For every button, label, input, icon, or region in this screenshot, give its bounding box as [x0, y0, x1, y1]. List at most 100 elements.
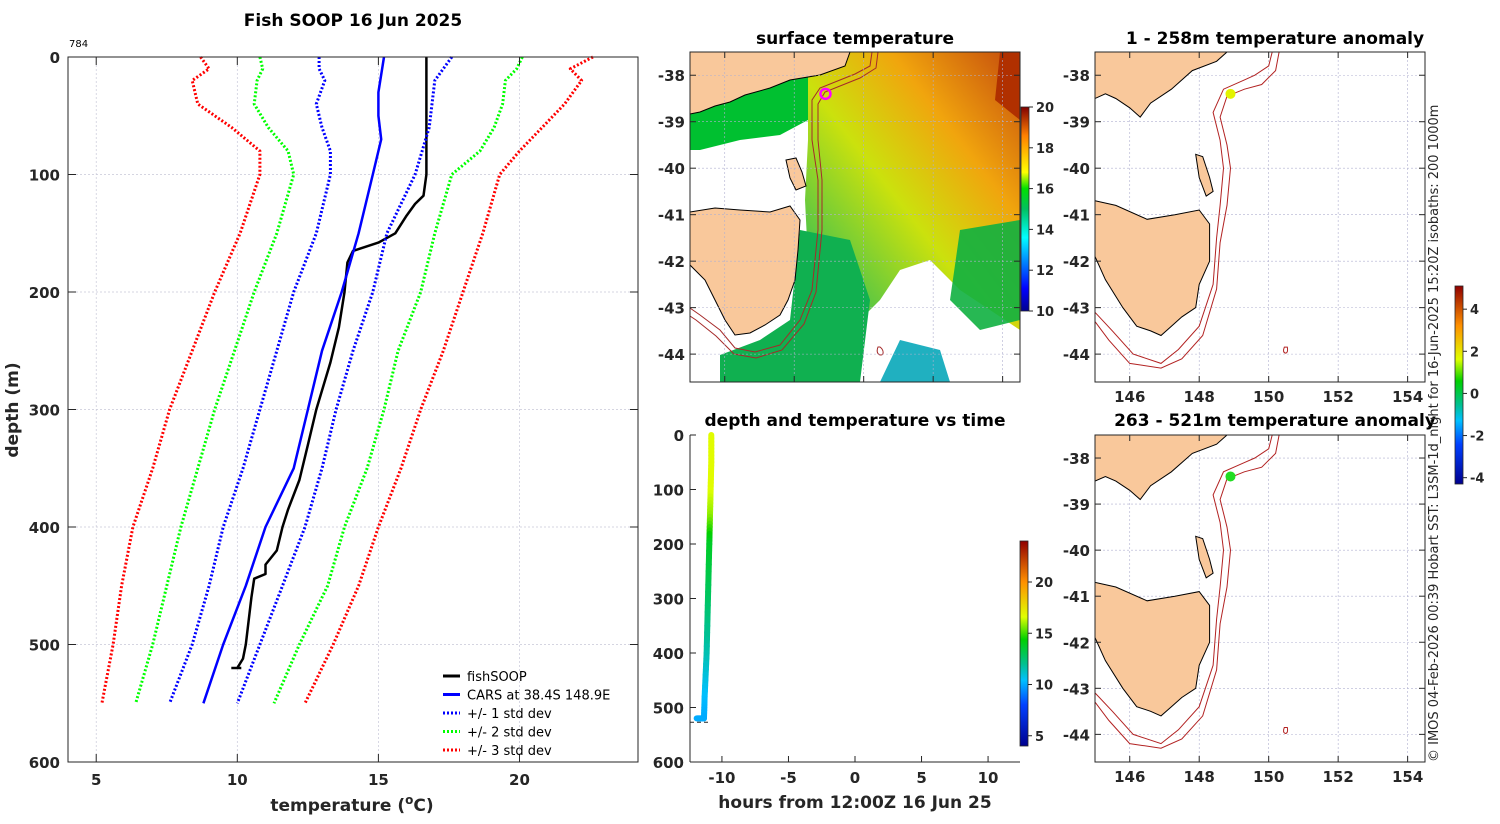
y-tick-label: 500 [29, 637, 60, 655]
x-tick-label: 150 [1253, 768, 1284, 786]
y-tick-label: -43 [1063, 300, 1090, 318]
x-tick-label: 152 [1323, 768, 1354, 786]
depth-time-colorbar [1020, 541, 1028, 746]
x-axis-label: hours from 12:00Z 16 Jun 25 [718, 793, 991, 813]
y-tick-label: -38 [1063, 450, 1090, 468]
colorbar-tick-label: -2 [1470, 430, 1484, 445]
y-tick-label: -38 [658, 67, 685, 85]
x-tick-label: 154 [1392, 768, 1423, 786]
y-tick-label: -44 [1063, 346, 1090, 364]
-2-std-dev-line [136, 57, 294, 703]
anomaly-point [1225, 89, 1235, 99]
colorbar-tick-label: 14 [1036, 223, 1054, 238]
y-tick-label: -40 [1063, 160, 1090, 178]
x-tick-label: -5 [780, 769, 797, 787]
legend-label: +/- 2 std dev [467, 726, 552, 741]
y-tick-label: 400 [653, 645, 684, 663]
map-content [1095, 435, 1425, 762]
x-tick-label: 150 [1253, 388, 1284, 406]
y-tick-label: -41 [1063, 207, 1090, 225]
x-tick-label: -10 [708, 769, 735, 787]
y-tick-label: 200 [653, 536, 684, 554]
track-group [690, 435, 711, 722]
y-tick-label: -40 [658, 160, 685, 178]
legend-label: +/- 3 std dev [467, 744, 552, 759]
x-tick-label: 15 [368, 771, 389, 789]
x-tick-label: 148 [1184, 388, 1215, 406]
-2-std-dev-upper-line [274, 57, 522, 703]
isobath-seamount [1284, 347, 1288, 353]
colorbar-ticks: -4 -2 0 2 4 [1463, 303, 1484, 487]
y-tick-label: 0 [50, 49, 60, 67]
-3-std-dev-line [102, 57, 260, 703]
y-tick-label: -38 [1063, 67, 1090, 85]
colorbar-tick-label: 10 [1035, 679, 1053, 694]
y-tick-label: 100 [29, 167, 60, 185]
y-tick-label: -42 [1063, 253, 1090, 271]
credit-text: © IMOS 04-Feb-2026 00:39 Hobart SST: L3S… [1427, 105, 1442, 762]
land-tasmania [1095, 201, 1210, 336]
map-title: surface temperature [756, 29, 954, 49]
land-victoria [1095, 52, 1227, 117]
y-tick-label: -43 [658, 300, 685, 318]
colorbar-tick-label: 4 [1470, 303, 1479, 318]
y-tick-label: -43 [1063, 680, 1090, 698]
land-flinders-island [1196, 154, 1213, 196]
y-tick-label: -39 [1063, 114, 1090, 132]
x-tick-label: 5 [91, 771, 101, 789]
x-tick-label: 10 [978, 769, 999, 787]
legend: fishSOOP CARS at 38.4S 148.9E +/- 1 std de… [443, 670, 610, 759]
colorbar-tick-label: 0 [1470, 387, 1479, 402]
map-title: 1 - 258m temperature anomaly [1126, 29, 1424, 49]
y-tick-label: -41 [658, 207, 685, 225]
colorbar-tick-label: 2 [1470, 345, 1479, 360]
y-tick-label: 600 [653, 754, 684, 772]
isobath-seamount [1284, 727, 1288, 733]
y-tick-label: -44 [658, 346, 685, 364]
land-tasmania [1095, 582, 1210, 716]
x-tick-label: 146 [1114, 768, 1145, 786]
legend-label: CARS at 38.4S 148.9E [467, 689, 610, 704]
anomaly-point [1225, 471, 1235, 481]
land-flinders-island [1196, 536, 1213, 578]
colorbar-tick-label: 12 [1036, 264, 1054, 279]
fishsoop-line [237, 57, 426, 668]
y-tick-label: 200 [29, 284, 60, 302]
x-tick-label: 148 [1184, 768, 1215, 786]
x-axis-ticks: 5 10 15 20 [91, 57, 530, 789]
legend-label: fishSOOP [467, 670, 527, 685]
x-tick-label: 10 [227, 771, 248, 789]
land-victoria [1095, 435, 1227, 500]
y-tick-label: -40 [1063, 542, 1090, 560]
cars-at-38-4s-148-9e-line [203, 57, 384, 703]
x-tick-label: 154 [1392, 388, 1423, 406]
y-axis-label: depth (m) [3, 362, 23, 457]
sst-colorbar [1021, 107, 1029, 311]
colorbar-tick-label: 5 [1035, 730, 1044, 745]
colorbar-tick-label: 20 [1035, 576, 1053, 591]
colorbar-tick-label: 20 [1036, 101, 1054, 116]
colorbar-tick-label: 18 [1036, 142, 1054, 157]
y-tick-label: 100 [653, 482, 684, 500]
chart-title: depth and temperature vs time [705, 411, 1006, 431]
map-content [1095, 52, 1425, 382]
x-axis-label: temperature (oC) [270, 793, 433, 816]
x-tick-label: 146 [1114, 388, 1145, 406]
y-tick-label: 300 [29, 402, 60, 420]
-3-std-dev-upper-line [305, 57, 593, 703]
colorbar-tick-label: -4 [1470, 472, 1484, 487]
legend-label: +/- 1 std dev [467, 707, 552, 722]
y-tick-label: -42 [658, 253, 685, 271]
y-tick-label: 600 [29, 754, 60, 772]
x-tick-label: 20 [509, 771, 530, 789]
y-tick-label: 0 [674, 427, 684, 445]
anomaly-colorbar [1455, 286, 1463, 484]
